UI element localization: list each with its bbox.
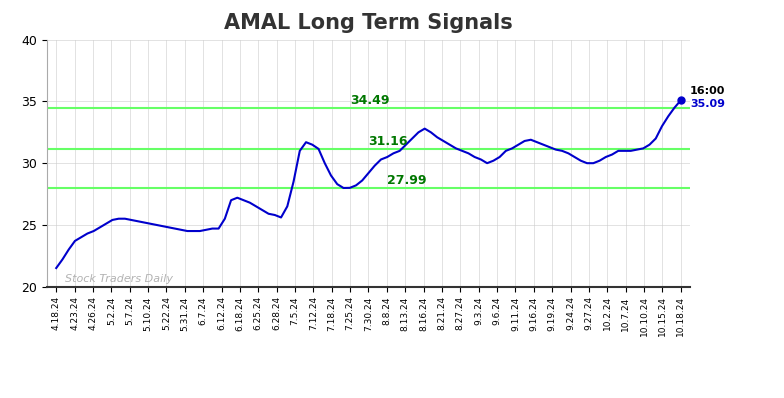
Text: 35.09: 35.09 bbox=[690, 99, 725, 109]
Title: AMAL Long Term Signals: AMAL Long Term Signals bbox=[224, 13, 513, 33]
Text: 16:00: 16:00 bbox=[690, 86, 725, 96]
Text: 31.16: 31.16 bbox=[368, 135, 408, 148]
Text: Stock Traders Daily: Stock Traders Daily bbox=[65, 274, 173, 284]
Text: 34.49: 34.49 bbox=[350, 94, 390, 107]
Text: 27.99: 27.99 bbox=[387, 174, 426, 187]
